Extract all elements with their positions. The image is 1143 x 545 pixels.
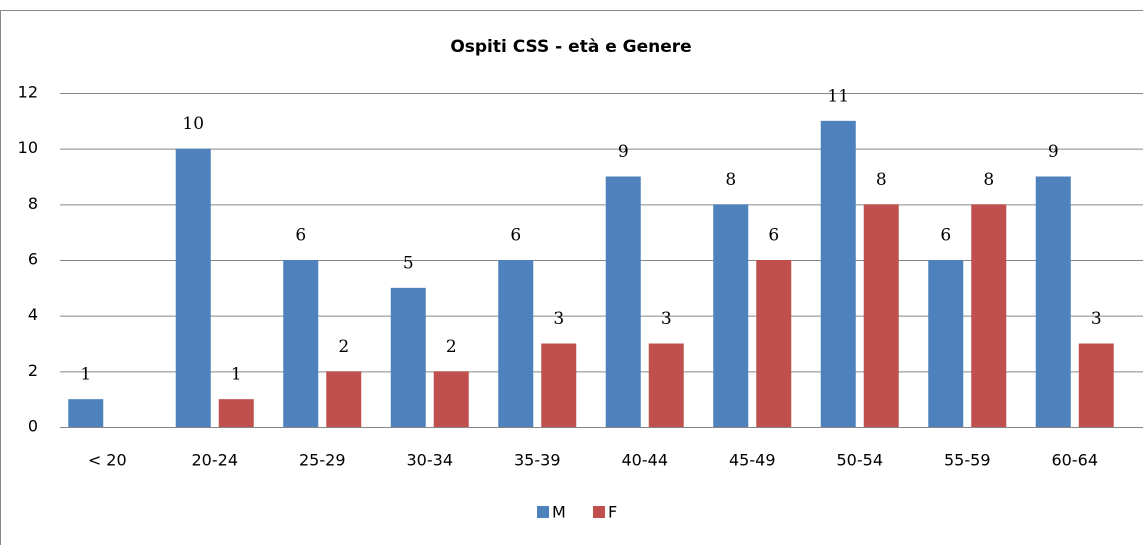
y-tick-label: 0 xyxy=(28,417,38,436)
legend-swatch xyxy=(593,506,605,518)
data-label: 8 xyxy=(725,170,736,190)
bar xyxy=(756,260,792,427)
bar xyxy=(175,148,211,427)
bar xyxy=(928,260,964,427)
data-label: 8 xyxy=(983,170,994,190)
data-label: 1 xyxy=(231,365,242,385)
bar xyxy=(326,371,362,427)
data-label: 9 xyxy=(1048,142,1059,162)
data-label: 8 xyxy=(876,170,887,190)
legend-label: F xyxy=(608,503,617,522)
bar xyxy=(498,260,534,427)
data-label: 11 xyxy=(827,86,849,106)
data-label: 6 xyxy=(768,226,779,246)
bar xyxy=(820,120,856,427)
data-label: 3 xyxy=(661,309,672,329)
x-tick-label: 20-24 xyxy=(192,451,239,470)
data-label: 6 xyxy=(940,226,951,246)
bar xyxy=(390,287,426,427)
bar xyxy=(218,399,254,427)
y-tick-label: 8 xyxy=(28,194,38,213)
x-tick-label: 50-54 xyxy=(837,451,884,470)
x-tick-label: 30-34 xyxy=(407,451,454,470)
x-tick-label: 55-59 xyxy=(944,451,991,470)
y-tick-label: 6 xyxy=(28,250,38,269)
bar xyxy=(1035,176,1071,427)
bar xyxy=(1078,343,1114,427)
x-tick-label: 60-64 xyxy=(1052,451,1099,470)
legend-swatch xyxy=(537,506,549,518)
x-tick-label: 35-39 xyxy=(514,451,561,470)
data-label: 1 xyxy=(80,365,91,385)
bar xyxy=(863,204,899,427)
data-label: 10 xyxy=(182,114,204,134)
data-label: 2 xyxy=(446,337,457,357)
data-label: 9 xyxy=(618,142,629,162)
x-tick-label: 25-29 xyxy=(299,451,346,470)
data-label: 5 xyxy=(403,253,414,273)
bar xyxy=(713,204,749,427)
x-tick-label: 40-44 xyxy=(622,451,669,470)
x-tick-label: 45-49 xyxy=(729,451,776,470)
y-tick-label: 10 xyxy=(18,138,38,157)
bar xyxy=(68,399,104,427)
y-tick-label: 2 xyxy=(28,361,38,380)
bar xyxy=(433,371,469,427)
chart-title: Ospiti CSS - età e Genere xyxy=(450,37,691,57)
data-label: 6 xyxy=(295,226,306,246)
bar xyxy=(605,176,641,427)
x-tick-label: < 20 xyxy=(88,451,127,470)
data-label: 6 xyxy=(510,226,521,246)
bar xyxy=(648,343,684,427)
y-tick-label: 4 xyxy=(28,305,38,324)
legend-label: M xyxy=(552,503,566,522)
data-label: 3 xyxy=(1091,309,1102,329)
data-label: 3 xyxy=(553,309,564,329)
y-tick-label: 12 xyxy=(18,83,38,102)
data-label: 2 xyxy=(338,337,349,357)
bar xyxy=(971,204,1007,427)
bar xyxy=(283,260,319,427)
bar xyxy=(541,343,577,427)
